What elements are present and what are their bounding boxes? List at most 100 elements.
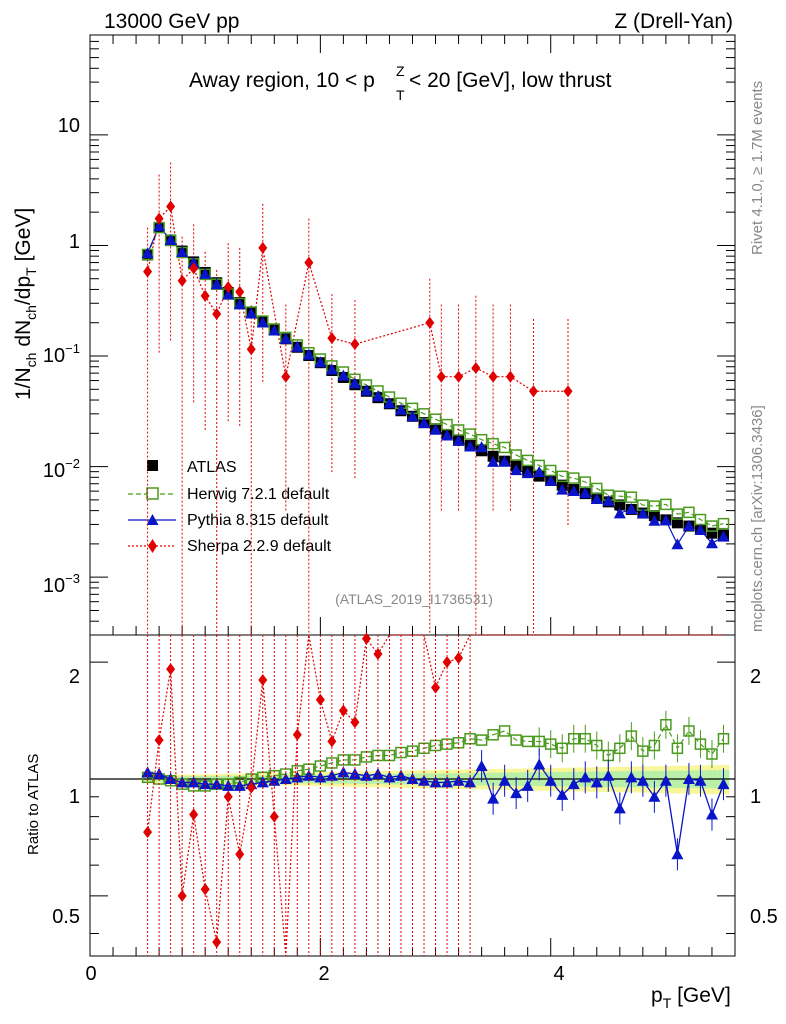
herwig-ratio-line — [147, 723, 724, 787]
ytick-10: 10 — [58, 115, 80, 137]
ytick-0.01: 10−2 — [43, 456, 80, 482]
pythia-point — [429, 423, 442, 435]
sherpa-point — [143, 265, 153, 278]
herwig-ratio-point — [625, 730, 638, 742]
legend: ATLAS Herwig 7.2.1 default Pythia 8.315 … — [128, 459, 332, 555]
pythia-point — [199, 267, 212, 279]
herwig-ratio-point — [694, 738, 707, 750]
pythia-ratio-point — [682, 773, 695, 785]
main-axis-ticks — [90, 34, 735, 636]
region-title-tail: < 20 [GeV], low thrust — [409, 69, 612, 92]
sherpa-ratio-point — [350, 716, 360, 729]
herwig-point — [717, 517, 730, 530]
pythia-ratio-point — [153, 768, 166, 780]
sherpa-ratio-point — [246, 781, 256, 794]
pythia-point — [141, 247, 154, 259]
sherpa-point — [425, 316, 435, 329]
sherpa-point — [436, 370, 446, 383]
herwig-ratio-point — [568, 732, 580, 745]
pythia-point — [648, 514, 661, 526]
herwig-ratio-point — [579, 732, 592, 745]
herwig-ratio-point — [510, 734, 522, 746]
herwig-point — [625, 491, 638, 503]
pythia-ratio-point — [348, 768, 361, 780]
pythia-point — [210, 278, 223, 290]
region-title-sub: T — [396, 87, 405, 103]
sherpa-point — [212, 307, 222, 320]
pythia-point — [394, 403, 407, 415]
sherpa-point — [304, 256, 314, 269]
svg-text:1/Nch dNch/dpT [GeV]: 1/Nch dNch/dpT [GeV] — [12, 208, 39, 400]
pythia-ratio-point — [475, 760, 488, 772]
pythia-point — [360, 384, 373, 396]
herwig-point — [614, 490, 626, 502]
sherpa-ratio-point — [269, 810, 279, 823]
sherpa-point — [235, 285, 245, 298]
sherpa-point — [177, 274, 187, 287]
herwig-ratio-point — [475, 734, 488, 746]
xtick-0: 0 — [85, 963, 96, 985]
pythia-point — [371, 390, 384, 402]
pythia-point — [441, 429, 454, 441]
pythia-point — [314, 356, 327, 368]
pythia-ratio-point — [498, 774, 511, 786]
legend-atlas-marker — [147, 460, 158, 471]
svg-text:pT [GeV]: pT [GeV] — [651, 984, 731, 1011]
pythia-point — [717, 530, 730, 542]
pythia-ratio-point — [429, 776, 442, 788]
herwig-ratio-point — [498, 725, 511, 737]
legend-herwig-label: Herwig 7.2.1 default — [187, 486, 330, 503]
pythia-point — [510, 464, 523, 476]
herwig-ratio-point — [637, 745, 649, 757]
pythia-point — [590, 492, 603, 504]
ratio-data-layer — [90, 632, 735, 957]
legend-pythia-label: Pythia 8.315 default — [187, 512, 329, 529]
herwig-ratio-point — [544, 738, 557, 750]
energy-label: 13000 GeV pp — [104, 10, 239, 33]
sherpa-ratio-point — [154, 734, 164, 747]
pythia-ratio-point — [602, 769, 615, 781]
rivet-label: Rivet 4.1.0, ≥ 1.7M events — [749, 81, 766, 255]
sherpa-ratio-point — [431, 681, 441, 694]
pythia-point — [325, 363, 338, 375]
pythia-point — [302, 348, 315, 360]
pythia-point — [245, 307, 258, 319]
region-title-main: Away region, 10 < p — [189, 69, 375, 92]
sherpa-ratio-point — [292, 728, 302, 741]
xtick-4: 4 — [553, 963, 564, 985]
rtick-1-left: 1 — [69, 786, 80, 808]
sherpa-ratio-point — [315, 693, 325, 706]
herwig-point — [464, 428, 476, 440]
pythia-ratio-point — [371, 768, 384, 780]
pythia-point — [613, 507, 626, 519]
herwig-ratio-point — [706, 748, 718, 760]
legend-herwig-marker — [146, 487, 159, 500]
pythia-point — [222, 288, 235, 300]
sherpa-point — [154, 212, 164, 225]
pythia-point — [498, 455, 511, 467]
pythia-ratio-point — [464, 776, 477, 788]
sherpa-ratio-point — [361, 632, 371, 645]
herwig-point — [671, 508, 684, 520]
y-axis-label-ratio: Ratio to ATLAS — [25, 754, 42, 855]
herwig-ratio-point — [671, 742, 684, 755]
pythia-point — [187, 256, 200, 268]
pythia-point — [406, 410, 419, 422]
pythia-point — [268, 324, 281, 336]
pythia-ratio-point — [705, 808, 718, 820]
pythia-ratio-point — [590, 776, 603, 788]
rtick-2-right: 2 — [750, 666, 761, 688]
pythia-ratio-point — [164, 773, 177, 785]
pythia-ratio-point — [648, 790, 661, 802]
pythia-point — [694, 523, 707, 535]
pythia-point — [625, 502, 638, 514]
sherpa-ratio-point — [327, 735, 337, 748]
sherpa-point — [471, 361, 481, 374]
sherpa-point — [281, 370, 291, 383]
rtick-0.5-right: 0.5 — [750, 906, 778, 928]
pythia-ratio-point — [533, 758, 546, 770]
pythia-ratio-point — [694, 774, 707, 786]
herwig-ratio-point — [614, 742, 626, 755]
pythia-point — [291, 340, 304, 352]
ytick-0.001: 10−3 — [43, 571, 80, 597]
